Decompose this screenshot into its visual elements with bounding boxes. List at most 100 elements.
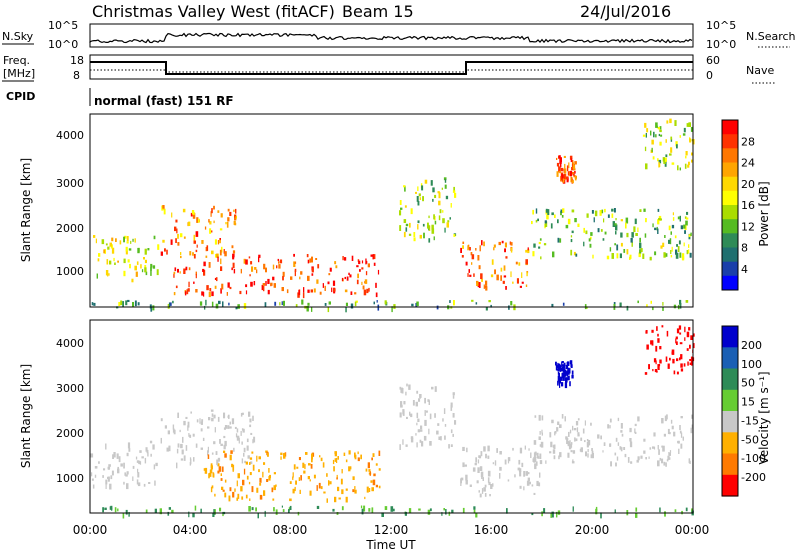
power-cell (498, 241, 501, 246)
power-cell (132, 302, 134, 307)
velocity-cbar-tick: -100 (741, 452, 766, 465)
vel-cell (691, 361, 694, 366)
power-cell (373, 301, 375, 305)
freq-trace (90, 61, 693, 75)
vel-cell (309, 490, 312, 496)
power-cell (345, 306, 347, 313)
vel-cell (476, 480, 479, 484)
power-cell (670, 147, 673, 153)
freq-label: Freq. (3, 54, 30, 67)
power-cell (211, 301, 214, 308)
power-cell (638, 252, 641, 258)
vel-cell (123, 462, 125, 469)
vel-cell (558, 455, 560, 460)
vel-cell (102, 475, 104, 478)
power-cell (319, 291, 322, 295)
vel-cell (561, 361, 563, 368)
vel-cell (571, 364, 573, 368)
station-title: Christmas Valley West (fitACF) (92, 2, 335, 21)
power-cell (174, 226, 177, 232)
vel-cell (565, 436, 568, 440)
vel-cell (350, 466, 352, 470)
vel-cell (295, 480, 297, 485)
vel-cell (357, 451, 359, 455)
power-cell (399, 200, 402, 205)
power-cell (683, 224, 686, 229)
power-cell (571, 163, 574, 169)
vel-cell (236, 428, 239, 433)
vel-cell (657, 364, 660, 370)
vel-cell (246, 445, 249, 451)
vel-cell (164, 425, 167, 429)
power-cell (574, 218, 577, 223)
vel-cell (662, 445, 665, 452)
power-cell (232, 253, 235, 258)
vel-cell (442, 418, 444, 422)
power-cell (232, 250, 236, 254)
date-title: 24/Jul/2016 (580, 2, 671, 21)
vel-cell (246, 438, 249, 443)
velocity-cbar-swatch (722, 326, 738, 348)
vel-cell (561, 361, 564, 364)
power-cell (243, 258, 246, 264)
power-cell (453, 300, 455, 306)
velocity-cbar-tick: 15 (741, 396, 755, 409)
vel-cell (527, 477, 530, 482)
vel-cell (107, 476, 110, 482)
vel-cell (341, 489, 344, 495)
vel-cell (645, 457, 647, 460)
vel-cell (634, 423, 637, 427)
vel-cell (336, 474, 338, 479)
vel-cell (195, 443, 198, 448)
power-cell (203, 261, 206, 267)
power-cell (572, 166, 576, 170)
power-cell (145, 271, 148, 276)
power-cell (245, 284, 248, 288)
vel-cell (172, 424, 175, 430)
power-cell (127, 299, 130, 302)
vel-cell (378, 485, 381, 489)
vel-cell (341, 469, 343, 474)
vel-cell (154, 480, 156, 486)
vel-cell (450, 402, 453, 408)
vel-cell (242, 479, 245, 486)
power-cell (227, 282, 230, 288)
power-cell (391, 306, 393, 313)
vel-cell (465, 480, 468, 485)
velocity-cbar-swatch (722, 389, 738, 412)
power-cell (503, 275, 507, 278)
power-cell (562, 302, 565, 306)
velocity-cbar-swatch (722, 411, 738, 433)
power-cell (95, 238, 97, 244)
vel-cell (275, 509, 278, 515)
vel-cell (452, 433, 454, 437)
vel-cell (478, 490, 480, 493)
power-cell (106, 259, 109, 265)
freq-strip: Freq. [MHz] 18 8 60 0 Nave (2, 54, 776, 84)
power-cell (267, 278, 270, 284)
vel-cell (680, 363, 683, 368)
vel-cell (473, 509, 476, 514)
power-cell (233, 209, 235, 212)
power-cell (644, 122, 647, 128)
power-cell (571, 167, 574, 171)
vel-cell (484, 493, 487, 497)
vel-cell (360, 454, 362, 460)
vel-cell (404, 511, 407, 516)
power-cell (114, 262, 116, 265)
vel-cell (450, 444, 453, 447)
power-cell (652, 156, 655, 160)
power-cell (539, 238, 542, 241)
power-cell (231, 245, 234, 249)
power-cell (297, 292, 300, 298)
power-cell (311, 256, 313, 263)
vel-cell (249, 418, 252, 423)
vel-cell (337, 486, 340, 492)
vel-cell (313, 474, 316, 479)
power-cell (281, 301, 283, 305)
power-cell (561, 167, 564, 172)
vel-cell (232, 491, 235, 498)
power-cell (485, 306, 488, 311)
power-cell (162, 205, 165, 209)
power-cell (364, 279, 368, 284)
